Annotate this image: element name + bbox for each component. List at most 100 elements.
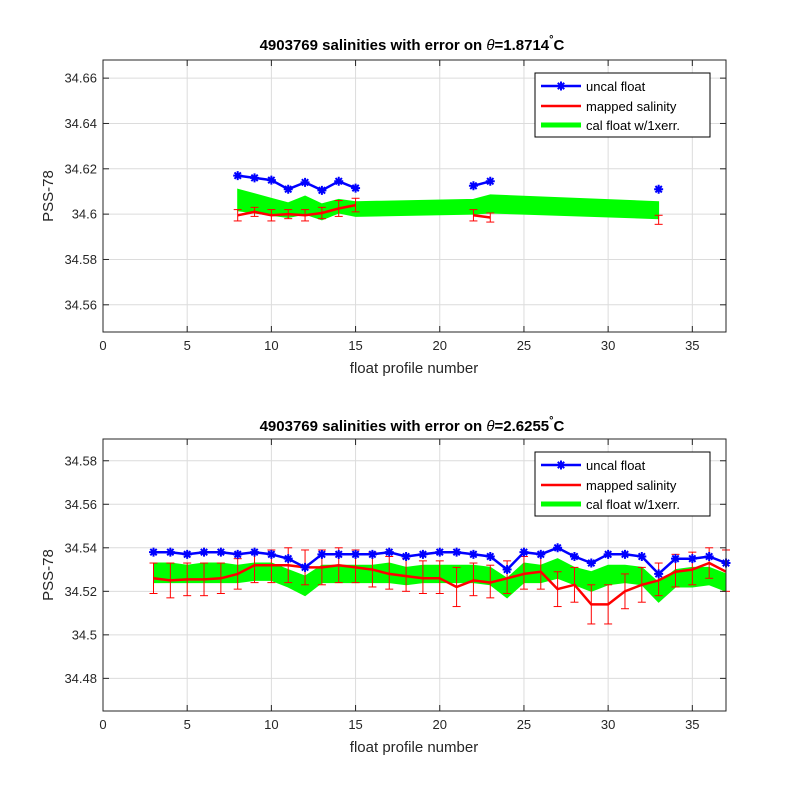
legend-star-icon xyxy=(556,81,566,91)
uncal-float-point xyxy=(553,543,563,553)
uncal-float-point xyxy=(502,565,512,575)
y-tick-label: 34.5 xyxy=(72,627,97,642)
uncal-float-point xyxy=(283,184,293,194)
panel-bottom-ylabel: PSS-78 xyxy=(40,549,57,601)
x-tick-label: 25 xyxy=(517,717,531,732)
panel-top-plot-area xyxy=(233,171,664,225)
y-tick-label: 34.64 xyxy=(64,116,97,131)
legend-mapped-label: mapped salinity xyxy=(586,99,677,114)
x-tick-label: 0 xyxy=(99,338,106,353)
uncal-float-point xyxy=(334,176,344,186)
uncal-float-point xyxy=(283,554,293,564)
x-tick-label: 25 xyxy=(517,338,531,353)
y-tick-label: 34.6 xyxy=(72,207,97,222)
panel-top-title: 4903769 salinities with error on θ=1.871… xyxy=(260,34,565,54)
mapped-salinity-line xyxy=(473,214,491,219)
uncal-float-point xyxy=(216,547,226,557)
x-tick-label: 20 xyxy=(433,717,447,732)
legend-cal-label: cal float w/1xerr. xyxy=(586,118,680,133)
uncal-float-point xyxy=(519,547,529,557)
uncal-float-point xyxy=(435,547,445,557)
uncal-float-point xyxy=(199,547,209,557)
uncal-float-point xyxy=(485,552,495,562)
legend-uncal-label: uncal float xyxy=(586,458,646,473)
uncal-float-point xyxy=(620,549,630,559)
x-tick-label: 15 xyxy=(348,338,362,353)
uncal-float-point xyxy=(250,547,260,557)
panel-bottom-ticks: 0 5 10 15 20 25 30 35 34.48 34.5 34.52 34.54 34.56 34… xyxy=(64,439,726,732)
panel-top-legend: uncal float mapped salinity cal float w/… xyxy=(534,72,711,138)
x-tick-label: 10 xyxy=(264,717,278,732)
y-tick-label: 34.62 xyxy=(64,161,97,176)
uncal-float-point xyxy=(485,176,495,186)
uncal-float-point xyxy=(233,171,243,181)
panel-top-ylabel: PSS-78 xyxy=(40,170,57,222)
uncal-float-point xyxy=(536,549,546,559)
x-tick-label: 0 xyxy=(99,717,106,732)
y-tick-label: 34.58 xyxy=(64,252,97,267)
uncal-float-point xyxy=(149,547,159,557)
panel-top-axes-box xyxy=(102,59,727,333)
uncal-float-point xyxy=(317,549,327,559)
uncal-float-point xyxy=(569,552,579,562)
uncal-float-point xyxy=(317,185,327,195)
y-tick-label: 34.58 xyxy=(64,453,97,468)
uncal-float-point xyxy=(182,549,192,559)
uncal-float-point xyxy=(351,183,361,193)
panel-bottom-legend: uncal float mapped salinity cal float w/… xyxy=(534,451,711,517)
uncal-float-point xyxy=(266,549,276,559)
uncal-float-point xyxy=(351,549,361,559)
panel-bottom: 4903769 salinities with error on θ=2.625… xyxy=(40,415,731,756)
uncal-float-point xyxy=(468,549,478,559)
uncal-float-point xyxy=(654,569,664,579)
panel-bottom-axes-box xyxy=(102,438,727,712)
y-tick-label: 34.48 xyxy=(64,671,97,686)
panel-top-xlabel: float profile number xyxy=(350,360,478,377)
legend-star-icon xyxy=(556,460,566,470)
uncal-float-point xyxy=(654,184,664,194)
uncal-float-point xyxy=(687,554,697,564)
panel-top-ticks: 0 5 10 15 20 25 30 35 34.56 34.58 34.6 34.62 34.64 34… xyxy=(64,60,726,353)
legend-uncal-label: uncal float xyxy=(586,79,646,94)
uncal-float-point xyxy=(418,549,428,559)
uncal-float-point xyxy=(384,547,394,557)
uncal-float-point xyxy=(250,173,260,183)
uncal-float-point xyxy=(670,554,680,564)
uncal-float-point xyxy=(266,175,276,185)
uncal-float-point xyxy=(334,549,344,559)
uncal-float-point xyxy=(300,177,310,187)
x-tick-label: 5 xyxy=(184,338,191,353)
mapped-error-bar xyxy=(654,214,663,225)
panel-bottom-title: 4903769 salinities with error on θ=2.625… xyxy=(260,415,565,435)
y-tick-label: 34.66 xyxy=(64,71,97,86)
uncal-float-point xyxy=(165,547,175,557)
x-tick-label: 30 xyxy=(601,717,615,732)
y-tick-label: 34.52 xyxy=(64,584,97,599)
uncal-float-point xyxy=(300,562,310,572)
y-tick-label: 34.54 xyxy=(64,540,97,555)
uncal-float-point xyxy=(637,552,647,562)
uncal-float-point xyxy=(603,549,613,559)
uncal-float-point xyxy=(452,547,462,557)
x-tick-label: 35 xyxy=(685,338,699,353)
mapped-salinity-line xyxy=(237,203,356,217)
x-tick-label: 5 xyxy=(184,717,191,732)
y-tick-label: 34.56 xyxy=(64,297,97,312)
x-tick-label: 10 xyxy=(264,338,278,353)
x-tick-label: 15 xyxy=(348,717,362,732)
y-tick-label: 34.56 xyxy=(64,497,97,512)
panel-bottom-plot-area xyxy=(149,543,731,625)
uncal-float-point xyxy=(704,552,714,562)
uncal-float-point xyxy=(233,549,243,559)
uncal-float-point xyxy=(468,181,478,191)
uncal-float-point xyxy=(401,552,411,562)
uncal-float-point xyxy=(586,558,596,568)
x-tick-label: 30 xyxy=(601,338,615,353)
panel-bottom-xlabel: float profile number xyxy=(350,739,478,756)
panel-top: 4903769 salinities with error on θ=1.871… xyxy=(40,34,727,377)
uncal-float-point xyxy=(367,549,377,559)
mapped-salinity-line xyxy=(153,561,727,606)
legend-cal-label: cal float w/1xerr. xyxy=(586,497,680,512)
x-tick-label: 20 xyxy=(433,338,447,353)
